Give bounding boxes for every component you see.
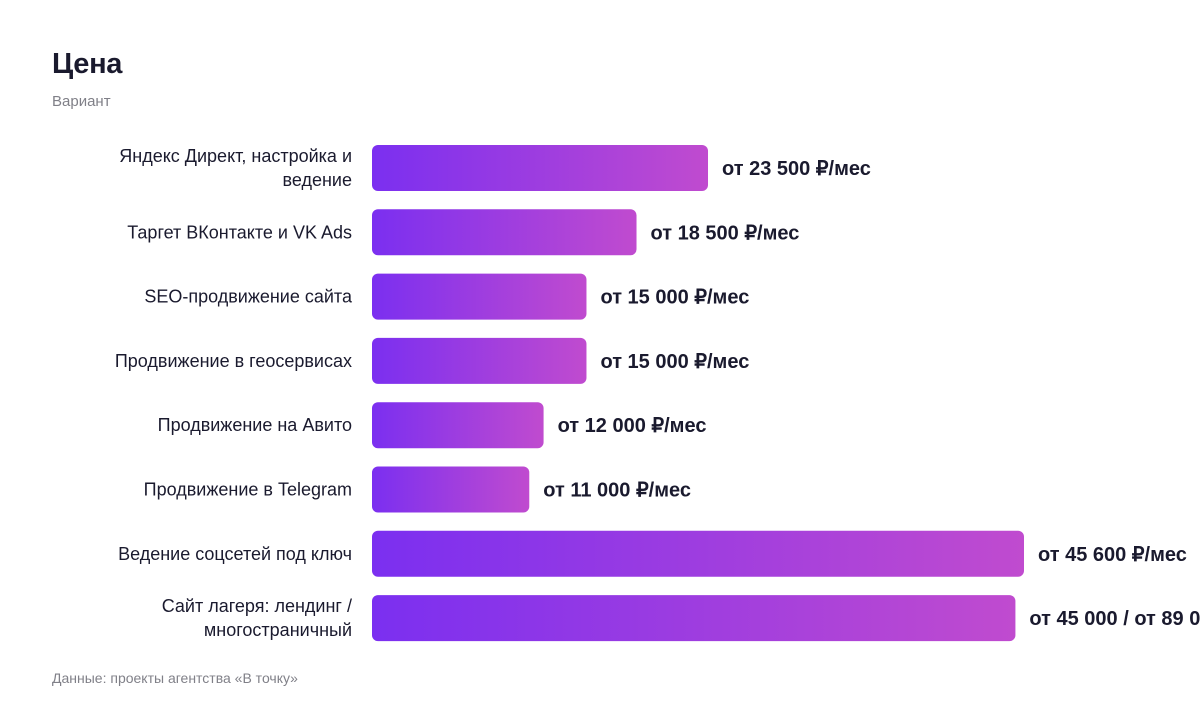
- value-label: от 18 500 ₽/мес: [651, 222, 800, 244]
- value-label: от 12 000 ₽/мес: [558, 415, 707, 437]
- bar: [372, 466, 530, 513]
- category-label: SEO-продвижение сайта: [144, 287, 353, 307]
- bar: [372, 595, 1016, 642]
- chart-source-note: Данные: проекты агентства «В точку»: [52, 670, 298, 686]
- bar-row: Продвижение в геосервисах от 15 000 ₽/мес: [115, 337, 749, 384]
- value-label: от 23 500 ₽/мес: [722, 158, 871, 180]
- category-label: Продвижение в Telegram: [144, 480, 352, 500]
- category-label: Продвижение в геосервисах: [115, 351, 352, 371]
- category-label: Продвижение на Авито: [158, 415, 352, 435]
- bar-row: Яндекс Директ, настройка и ведение от 23 5…: [119, 145, 871, 191]
- bar: [372, 337, 587, 384]
- bar: [372, 145, 709, 191]
- category-label: Яндекс Директ, настройка и: [119, 146, 352, 166]
- bar-row: Сайт лагеря: лендинг / многостраничный от …: [162, 595, 1200, 642]
- category-label: многостраничный: [204, 620, 352, 640]
- bar-row: Ведение соцсетей под ключ от 45 600 ₽/мес: [118, 530, 1187, 577]
- chart-title: Цена: [52, 48, 123, 80]
- value-label: от 45 600 ₽/мес: [1038, 544, 1187, 566]
- category-label: Сайт лагеря: лендинг /: [162, 596, 352, 616]
- category-label: Ведение соцсетей под ключ: [118, 544, 352, 564]
- value-label: от 11 000 ₽/мес: [543, 480, 691, 502]
- bar-row: Продвижение в Telegram от 11 000 ₽/мес: [144, 466, 691, 513]
- value-label: от 15 000 ₽/мес: [600, 351, 749, 373]
- chart-subtitle: Вариант: [52, 93, 111, 110]
- bar: [372, 530, 1024, 577]
- category-label: ведение: [283, 170, 353, 190]
- bars-group: Яндекс Директ, настройка и ведение от 23 5…: [115, 145, 1200, 642]
- bar-row: Таргет ВКонтакте и VK Ads от 18 500 ₽/мес: [127, 209, 800, 256]
- category-label: Таргет ВКонтакте и VK Ads: [127, 222, 352, 242]
- bar: [372, 402, 544, 449]
- value-label: от 45 000 / от 89 000 ₽: [1029, 608, 1200, 630]
- bar-row: SEO-продвижение сайта от 15 000 ₽/мес: [144, 273, 749, 320]
- bar: [372, 209, 637, 256]
- value-label: от 15 000 ₽/мес: [600, 287, 749, 309]
- bar-row: Продвижение на Авито от 12 000 ₽/мес: [158, 402, 707, 449]
- bar: [372, 273, 587, 320]
